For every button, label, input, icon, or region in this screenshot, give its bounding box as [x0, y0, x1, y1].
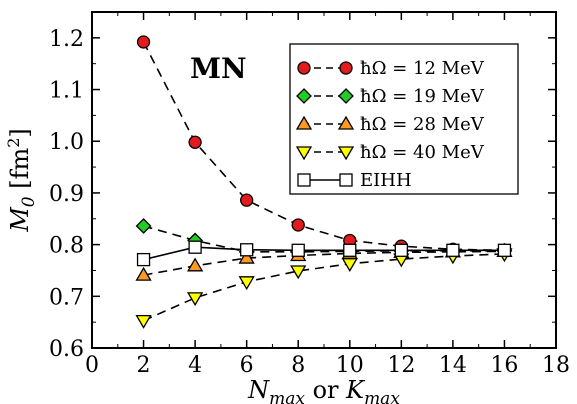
- data-point: [188, 135, 202, 149]
- x-tick-label: 0: [85, 353, 99, 378]
- y-tick-label: 1.2: [49, 27, 84, 52]
- y-tick-label: 1.0: [49, 130, 84, 155]
- data-point: [291, 218, 305, 232]
- legend-item: ħΩ = 40 MeV: [295, 142, 485, 163]
- data-point: [188, 240, 202, 254]
- x-tick-label: 16: [490, 353, 518, 378]
- legend-marker: [297, 173, 311, 187]
- legend: ħΩ = 12 MeV ħΩ = 19 MeV ħΩ = 28 MeV ħΩ = 40…: [289, 43, 519, 195]
- series-4: [136, 240, 512, 267]
- series-line: [143, 246, 505, 261]
- data-point: [240, 243, 254, 257]
- legend-label: EIHH: [360, 170, 412, 191]
- legend-item: EIHH: [297, 170, 412, 191]
- y-tick-label: 0.9: [49, 182, 84, 207]
- x-tick-label: 6: [240, 353, 254, 378]
- legend-marker: [339, 173, 353, 187]
- ticks-layer: 0 2 4 6 8 10 12 14 16 18 0.6 0.7 0.8 0.9 1.0 1.1 1.2: [49, 12, 570, 378]
- x-tick-label: 18: [542, 353, 570, 378]
- legend-box: [289, 43, 519, 195]
- data-point: [135, 314, 152, 329]
- data-point: [341, 258, 358, 273]
- y-tick-label: 0.7: [49, 285, 84, 310]
- legend-item: ħΩ = 28 MeV: [295, 114, 485, 135]
- data-point: [238, 276, 255, 291]
- y-tick-label: 0.6: [49, 337, 84, 362]
- data-point: [290, 265, 307, 280]
- x-tick-label: 12: [387, 353, 415, 378]
- x-tick-label: 10: [336, 353, 364, 378]
- legend-label: ħΩ = 12 MeV: [360, 58, 485, 79]
- legend-marker: [339, 61, 353, 75]
- legend-marker: [337, 146, 355, 161]
- data-point: [135, 266, 152, 281]
- x-tick-label: 2: [137, 353, 151, 378]
- legend-label: ħΩ = 19 MeV: [360, 86, 485, 107]
- legend-item: ħΩ = 19 MeV: [296, 86, 485, 107]
- data-point: [186, 257, 204, 272]
- series-line: [143, 253, 505, 322]
- data-point: [136, 252, 151, 267]
- x-tick-label: 8: [291, 353, 305, 378]
- data-point: [135, 218, 152, 234]
- legend-label: ħΩ = 40 MeV: [360, 142, 485, 163]
- series-layer: [135, 35, 513, 329]
- data-point: [238, 249, 255, 264]
- data-point: [136, 35, 151, 49]
- legend-marker: [337, 115, 355, 130]
- data-point: [186, 292, 204, 307]
- series-line: [142, 41, 505, 252]
- series-line: [143, 250, 505, 276]
- y-axis-label: M0 [fm2]: [4, 128, 39, 233]
- x-axis-label: Nmax or Kmax: [247, 376, 400, 404]
- legend-marker: [297, 61, 311, 75]
- data-point: [343, 243, 357, 257]
- legend-marker: [295, 115, 313, 130]
- legend-marker: [338, 88, 354, 104]
- data-point: [497, 243, 512, 257]
- legend-label: ħΩ = 28 MeV: [360, 114, 485, 135]
- x-tick-label: 14: [439, 353, 467, 378]
- data-point: [291, 243, 305, 257]
- legend-marker: [296, 88, 312, 104]
- x-tick-label: 4: [188, 353, 202, 378]
- data-point: [446, 243, 460, 257]
- y-tick-label: 0.8: [49, 234, 84, 259]
- annotation-label: MN: [190, 52, 247, 85]
- legend-item: ħΩ = 12 MeV: [297, 58, 485, 79]
- data-point: [240, 193, 254, 207]
- legend-marker: [295, 146, 313, 161]
- y-tick-label: 1.1: [49, 79, 84, 104]
- data-point: [394, 243, 408, 257]
